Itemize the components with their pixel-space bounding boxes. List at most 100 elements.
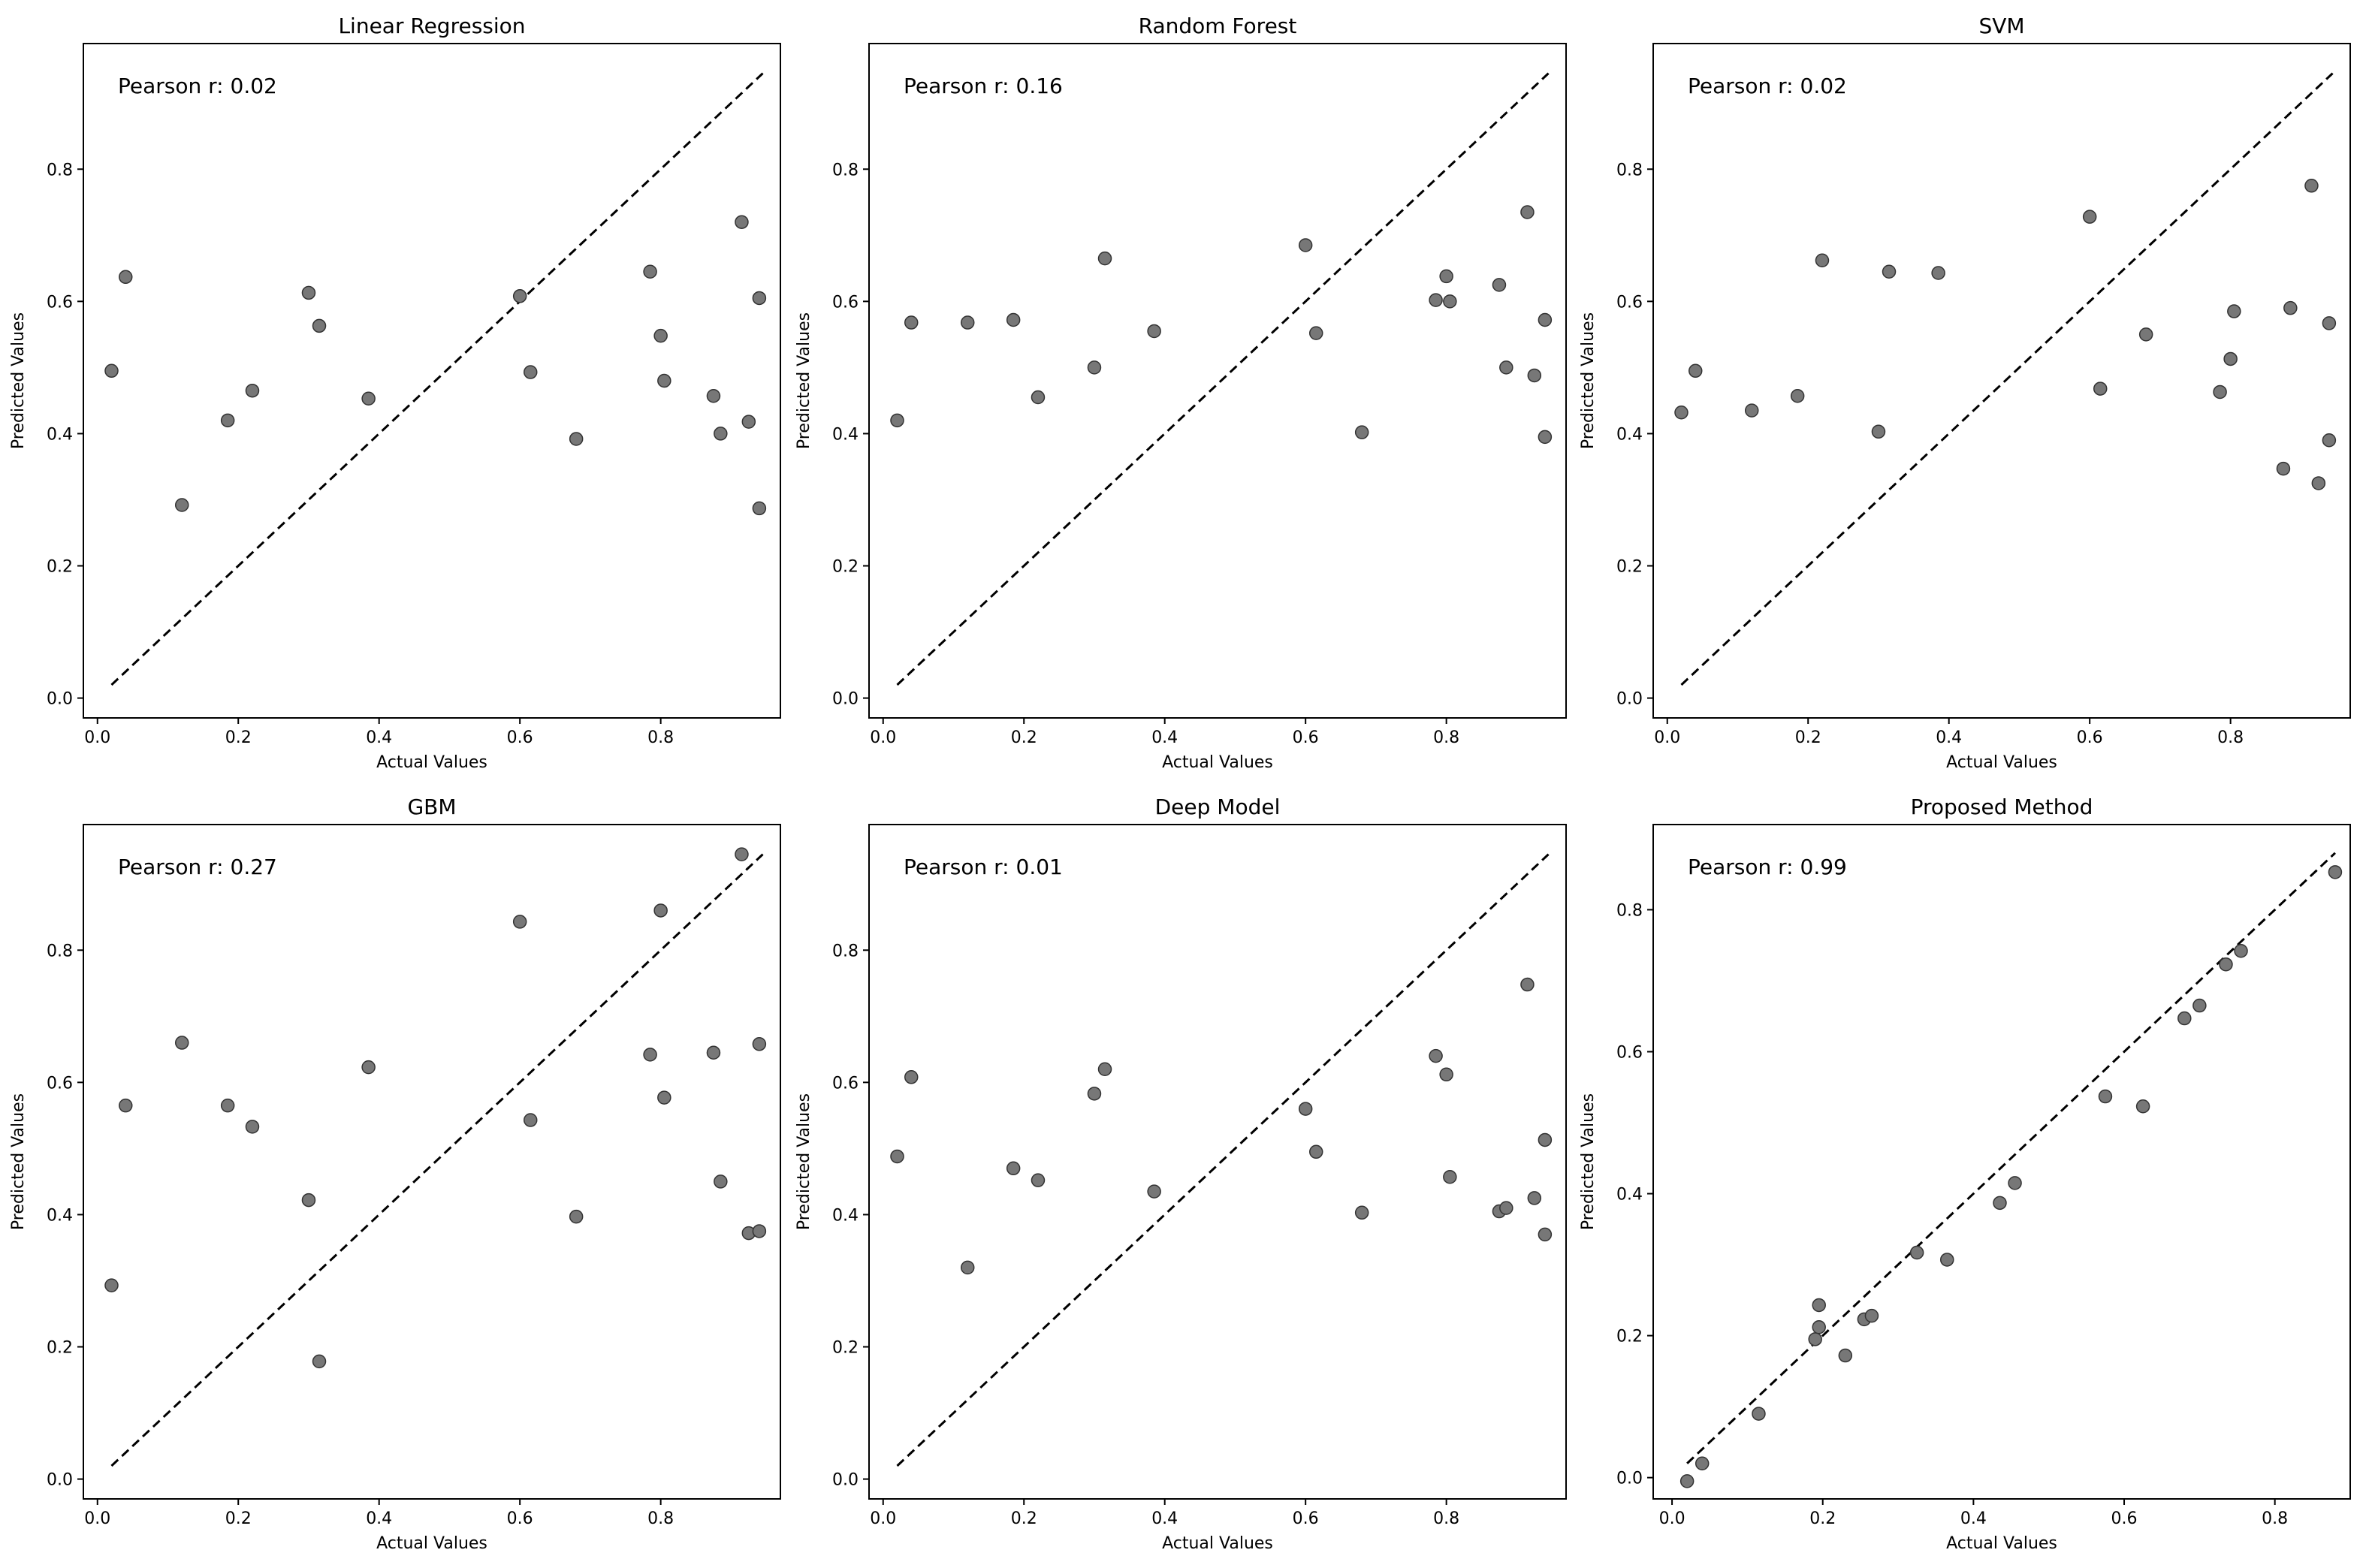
- data-point: [643, 264, 657, 279]
- data-point: [104, 1278, 119, 1292]
- y-tick-label: 0.6: [47, 293, 73, 312]
- data-point: [735, 215, 749, 229]
- data-point: [361, 391, 376, 406]
- data-point: [1538, 312, 1553, 327]
- data-point: [1688, 363, 1703, 378]
- y-tick-label: 0.4: [1616, 425, 1643, 444]
- data-point: [1695, 1456, 1710, 1470]
- data-point: [1006, 1161, 1021, 1176]
- x-axis-label: Actual Values: [1162, 753, 1273, 772]
- data-point: [1812, 1319, 1826, 1334]
- y-tick-label: 0.6: [1616, 293, 1643, 312]
- subplot-title: Deep Model: [1155, 795, 1281, 819]
- data-point: [752, 501, 767, 516]
- subplot-3: SVM 0.0 0.2 0.4 0.6 0.8 0.0 0.2 0.4 0.6 0.8 Actual …: [1579, 14, 2351, 772]
- x-tick-label: 0.2: [1795, 728, 1821, 747]
- x-axis-label: Actual Values: [1946, 1534, 2057, 1553]
- y-tick-label: 0.0: [47, 1471, 73, 1490]
- data-point: [2322, 316, 2337, 330]
- data-point: [2213, 384, 2227, 400]
- x-tick-label: 0.6: [2111, 1509, 2138, 1528]
- data-point: [960, 315, 975, 330]
- x-tick-label: 0.0: [1659, 1509, 1685, 1528]
- data-point: [706, 1045, 721, 1060]
- data-point: [1087, 360, 1102, 375]
- data-point: [1520, 205, 1535, 219]
- x-tick-label: 0.0: [870, 1509, 896, 1528]
- data-point: [1499, 360, 1513, 375]
- data-point: [1031, 390, 1046, 405]
- pearson-annotation: Pearson r: 0.01: [904, 855, 1063, 879]
- data-point: [1429, 1048, 1443, 1063]
- data-point: [1443, 1169, 1457, 1184]
- data-point: [1744, 403, 1759, 418]
- data-point: [1439, 269, 1453, 284]
- pearson-annotation: Pearson r: 0.99: [1688, 855, 1847, 879]
- identity-line: [896, 853, 1550, 1467]
- y-tick-label: 0.6: [832, 1074, 859, 1093]
- data-point: [2283, 300, 2298, 315]
- x-tick-label: 0.0: [870, 728, 896, 747]
- y-tick-label: 0.6: [832, 293, 859, 312]
- x-axis-label: Actual Values: [376, 1534, 487, 1553]
- data-point: [1815, 253, 1830, 268]
- subplot-title: Random Forest: [1139, 14, 1297, 38]
- y-tick-label: 0.0: [1616, 690, 1643, 709]
- subplot-2: Random Forest 0.0 0.2 0.4 0.6 0.8 0.0 0.2 0.4 0.6…: [795, 14, 1567, 772]
- data-point: [1520, 977, 1535, 992]
- x-tick-label: 0.0: [84, 728, 110, 747]
- y-tick-label: 0.2: [47, 558, 73, 577]
- x-tick-label: 0.4: [1151, 1509, 1178, 1528]
- y-axis-label: Predicted Values: [9, 1093, 28, 1230]
- y-tick-label: 0.4: [832, 425, 859, 444]
- data-point: [2098, 1089, 2113, 1104]
- data-point: [104, 363, 119, 378]
- data-point: [301, 285, 316, 300]
- identity-line: [1686, 852, 2336, 1464]
- x-tick-label: 0.8: [647, 1509, 674, 1528]
- data-point: [2227, 304, 2241, 318]
- x-tick-label: 0.2: [1011, 1509, 1037, 1528]
- pearson-annotation: Pearson r: 0.02: [118, 74, 277, 98]
- y-axis-label: Predicted Values: [1579, 312, 1598, 449]
- data-point: [1087, 1087, 1102, 1101]
- data-point: [657, 1090, 671, 1105]
- subplot-6: Proposed Method 0.0 0.2 0.4 0.6 0.8 0.0 0.2 0.4 0…: [1579, 795, 2351, 1553]
- data-point: [1147, 1184, 1161, 1199]
- data-point: [741, 415, 756, 429]
- data-point: [735, 847, 749, 861]
- identity-line: [110, 853, 764, 1467]
- y-tick-label: 0.8: [47, 161, 73, 179]
- subplot-title: SVM: [1978, 14, 2024, 38]
- data-point: [118, 1098, 133, 1113]
- data-point: [1006, 312, 1021, 327]
- y-tick-label: 0.0: [832, 690, 859, 709]
- data-point: [1812, 1298, 1826, 1313]
- data-point: [174, 498, 189, 512]
- subplot-title: Proposed Method: [1911, 795, 2093, 819]
- data-point: [890, 413, 904, 428]
- y-tick-label: 0.2: [832, 558, 859, 577]
- data-point: [643, 1048, 657, 1062]
- data-point: [245, 1120, 260, 1134]
- y-axis-label: Predicted Values: [795, 312, 813, 449]
- axes-frame: [83, 43, 781, 719]
- data-point: [569, 432, 584, 446]
- x-tick-label: 0.2: [1809, 1509, 1836, 1528]
- x-tick-label: 0.6: [1293, 728, 1319, 747]
- data-point: [1931, 266, 1945, 280]
- subplot-5: Deep Model 0.0 0.2 0.4 0.6 0.8 0.0 0.2 0.4 0.6 0.8…: [795, 795, 1567, 1553]
- data-point: [1538, 430, 1553, 445]
- data-point: [1808, 1332, 1822, 1346]
- identity-line: [110, 72, 764, 686]
- y-tick-label: 0.6: [47, 1074, 73, 1093]
- data-point: [1838, 1348, 1853, 1363]
- x-tick-label: 0.6: [1293, 1509, 1319, 1528]
- axes-frame: [868, 824, 1567, 1500]
- data-point: [2192, 998, 2207, 1013]
- y-axis-label: Predicted Values: [9, 312, 28, 449]
- y-tick-label: 0.4: [1616, 1186, 1643, 1205]
- data-point: [752, 1224, 767, 1238]
- data-point: [2223, 351, 2238, 366]
- x-tick-label: 0.2: [225, 1509, 252, 1528]
